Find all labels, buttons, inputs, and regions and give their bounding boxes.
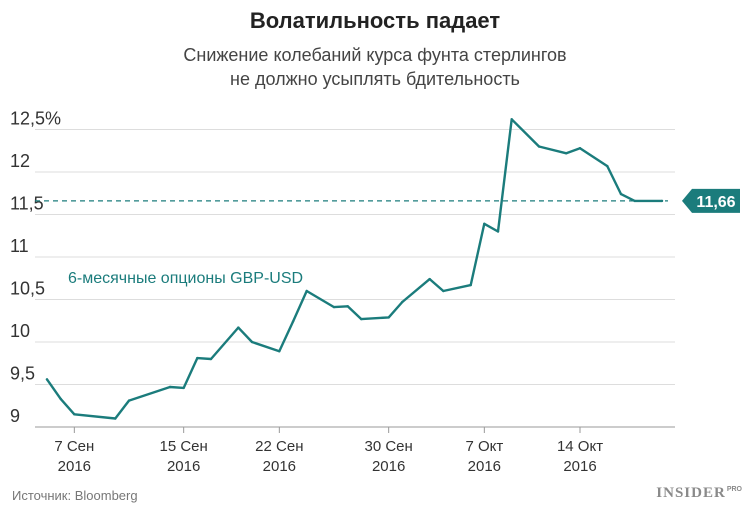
y-tick-label: 12: [10, 151, 30, 171]
y-tick-label: 10: [10, 321, 30, 341]
x-tick-label: 15 Сен: [160, 438, 208, 455]
data-point: [633, 199, 636, 203]
logo-sup: PRO: [726, 486, 742, 493]
series-group: [45, 118, 664, 420]
data-point: [168, 385, 172, 389]
data-point: [401, 300, 404, 304]
series-label: 6-месячные опционы GBP-USD: [68, 270, 303, 287]
x-tick-year: 2016: [563, 458, 596, 475]
data-point: [496, 230, 500, 233]
subtitle-line-1: Снижение колебаний курса фунта стерлинго…: [183, 45, 567, 65]
data-point: [428, 277, 431, 281]
x-tick-label: 22 Сен: [255, 438, 303, 455]
value-badge-label: 11,66: [696, 194, 735, 211]
value-badge: [682, 188, 740, 213]
y-tick-label: 9,5: [10, 364, 35, 384]
source-note: Источник: Bloomberg: [12, 488, 138, 503]
data-point: [114, 417, 117, 420]
x-tick-year: 2016: [263, 458, 296, 475]
data-point: [45, 378, 49, 381]
data-point: [305, 289, 308, 293]
data-point: [332, 305, 336, 309]
data-point: [660, 199, 664, 203]
data-point: [360, 317, 363, 321]
data-point: [278, 350, 281, 353]
x-tick-label: 30 Сен: [365, 438, 413, 455]
data-point: [73, 413, 76, 416]
x-tick-label: 14 Окт: [557, 438, 603, 455]
data-point: [469, 283, 472, 287]
y-tick-label: 10,5: [10, 279, 45, 299]
data-point: [510, 118, 513, 121]
data-point: [606, 164, 609, 168]
data-point: [346, 305, 349, 308]
logo-main: INSIDER: [656, 485, 726, 501]
data-point: [182, 386, 185, 390]
x-tick-year: 2016: [58, 458, 91, 475]
y-tick-label: 12,5%: [10, 109, 61, 129]
data-point: [237, 326, 240, 329]
x-axis-ticks: 7 Сен 2016 15 Сен 2016 22 Сен 2016 30 Сен 2016 7…: [54, 427, 603, 475]
data-point: [59, 397, 62, 401]
grid-lines: [35, 129, 675, 428]
x-tick-year: 2016: [167, 458, 200, 475]
y-tick-label: 11,5: [10, 194, 44, 214]
series-line: [45, 118, 664, 420]
subtitle-line-2: не должно усыплять бдительность: [230, 69, 520, 89]
reference-line-group: 11,66: [35, 188, 740, 213]
data-point: [127, 399, 131, 402]
data-point: [250, 340, 254, 344]
y-axis-ticks: 9 9,5 10 10,5 11 11,5 12 12,5%: [10, 109, 61, 427]
data-point: [387, 316, 390, 319]
insider-pro-logo: INSIDERPRO: [656, 485, 742, 502]
chart-title: Волатильность падает: [249, 8, 501, 33]
data-point: [291, 320, 295, 323]
x-tick-year: 2016: [468, 458, 501, 475]
data-point: [196, 356, 199, 360]
data-point: [537, 145, 541, 148]
data-point: [209, 357, 213, 361]
x-tick-label: 7 Окт: [465, 438, 503, 455]
data-point: [483, 222, 486, 225]
y-tick-label: 9: [10, 406, 20, 426]
chart-subtitle: Снижение колебаний курса фунта стерлинго…: [0, 43, 750, 91]
x-tick-label: 7 Сен: [54, 438, 94, 455]
x-tick-year: 2016: [372, 458, 405, 475]
series-label-group: 6-месячные опционы GBP-USD: [68, 270, 303, 287]
data-point: [442, 289, 445, 293]
data-point: [619, 192, 623, 196]
data-point: [578, 147, 582, 150]
data-point: [565, 152, 568, 155]
y-tick-label: 11: [10, 236, 29, 256]
